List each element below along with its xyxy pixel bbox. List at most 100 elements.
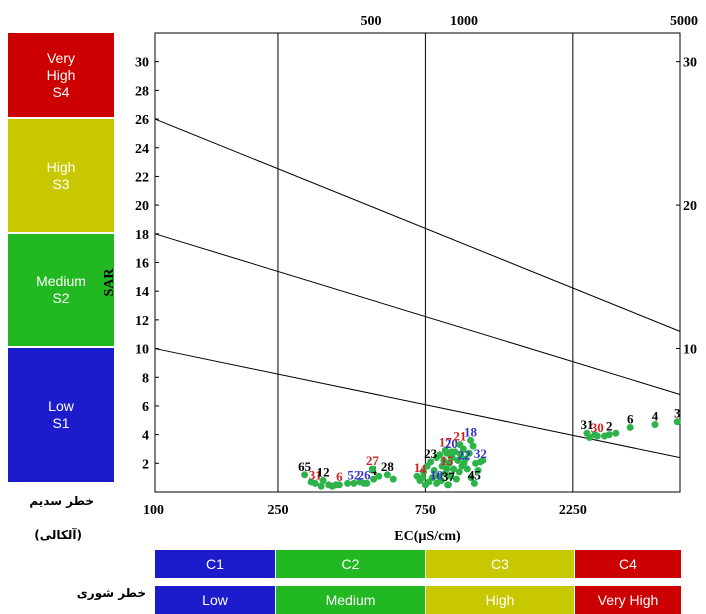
sample-label: 20 [445, 436, 458, 451]
sample-point [474, 466, 482, 474]
y-right-tick-label: 10 [683, 343, 697, 358]
sample-point [360, 479, 368, 487]
sample-point [335, 481, 343, 489]
y-tick-label: 30 [135, 56, 149, 71]
sample-point [470, 479, 478, 487]
sample-point [301, 471, 309, 479]
sample-label: 18 [464, 424, 478, 439]
sample-label: 31 [580, 417, 593, 432]
sample-label: 6 [627, 411, 634, 426]
x-tick-label: 750 [415, 503, 436, 518]
sample-point [311, 479, 319, 487]
sample-point [447, 448, 455, 456]
sample-label: 23 [424, 446, 438, 461]
sample-point [368, 465, 376, 473]
sample-label: 26 [358, 467, 372, 482]
x-top-tick-label: 5000 [670, 14, 698, 29]
sample-point [467, 474, 475, 482]
sample-point [456, 441, 464, 449]
sample-point [455, 468, 463, 476]
sample-label: 3 [674, 406, 681, 421]
salinity-class-code: C2 [276, 550, 425, 578]
salinity-class-name: Medium [276, 586, 425, 614]
sodium-class-box: Low S1 [8, 348, 114, 482]
sample-point [450, 465, 458, 473]
sample-point [389, 475, 397, 483]
sodium-boundary-line [154, 348, 681, 459]
sample-point [443, 465, 451, 473]
salinity-class-name: Low [155, 586, 275, 614]
sample-label: 52 [347, 467, 360, 482]
sample-point [447, 472, 455, 480]
y-tick-label: 10 [135, 343, 149, 358]
sample-point [651, 421, 659, 429]
x-tick-label: 250 [267, 503, 288, 518]
sample-point [452, 475, 460, 483]
sample-point [370, 475, 378, 483]
sample-point [465, 449, 473, 457]
sample-point [448, 454, 456, 462]
sodium-class-text: High [46, 66, 76, 83]
y-tick-label: 18 [135, 228, 149, 243]
sodium-class-text: High [46, 158, 76, 175]
y-tick-label: 26 [135, 113, 149, 128]
sample-point [457, 451, 465, 459]
sample-point [375, 472, 383, 480]
salinity-class-code: C1 [155, 550, 275, 578]
sample-point [444, 481, 452, 489]
sample-point [420, 468, 428, 476]
y-tick-label: 28 [135, 84, 149, 99]
y-right-tick-label: 30 [683, 56, 697, 71]
y-tick-label: 14 [135, 285, 149, 300]
y-tick-label: 4 [142, 429, 149, 444]
sample-point [419, 474, 427, 482]
y-tick-label: 2 [142, 457, 149, 472]
y-tick-label: 20 [135, 199, 149, 214]
sodium-hazard-sublabel: (آلکالی) [34, 528, 82, 542]
sodium-class-text: S1 [52, 415, 70, 431]
sample-point [467, 436, 475, 444]
sample-label: 10 [430, 467, 443, 482]
y-right-tick-label: 20 [683, 199, 697, 214]
sample-point [605, 431, 613, 439]
sodium-class-text: S4 [52, 83, 70, 100]
x-top-tick-label: 1000 [450, 14, 478, 29]
sample-label: 15 [440, 453, 454, 468]
sodium-class-box: Medium S2 [8, 234, 114, 346]
sample-label: 22 [458, 447, 471, 462]
sample-point [445, 459, 453, 467]
y-tick-label: 16 [135, 257, 149, 272]
sample-point [319, 477, 327, 485]
sample-point [344, 479, 352, 487]
sample-point [460, 459, 468, 467]
salinity-class-code: C3 [426, 550, 574, 578]
y-tick-label: 24 [135, 142, 149, 157]
sample-label: 30 [591, 420, 604, 435]
sodium-class-text: Very [46, 49, 75, 66]
sample-point [469, 442, 477, 450]
sample-label: 65 [298, 459, 312, 474]
sample-label: 37 [442, 469, 456, 484]
sodium-class-box: High S3 [8, 119, 114, 232]
sodium-boundary-line [154, 233, 681, 395]
salinity-class-name: Very High [575, 586, 681, 614]
sample-label: 4 [652, 409, 659, 424]
salinity-hazard-label: خطر شوری [76, 586, 146, 600]
sample-label: 21 [453, 429, 466, 444]
sample-label: 6 [336, 469, 343, 484]
x-tick-label: 100 [143, 503, 164, 518]
sodium-class-text: S2 [52, 290, 70, 306]
sodium-class-text: Low [48, 398, 74, 414]
sample-point [428, 474, 436, 482]
sample-point [593, 432, 601, 440]
sample-label: 32 [474, 446, 487, 461]
sample-point [673, 418, 681, 426]
sodium-class-text: S3 [52, 175, 70, 192]
salinity-class-code: C4 [575, 550, 681, 578]
sodium-class-box: Very High S4 [8, 33, 114, 117]
x-axis-label: EC(µS/cm) [394, 529, 461, 544]
sample-point [476, 458, 484, 466]
y-tick-label: 22 [135, 170, 149, 185]
y-tick-label: 6 [142, 400, 149, 415]
